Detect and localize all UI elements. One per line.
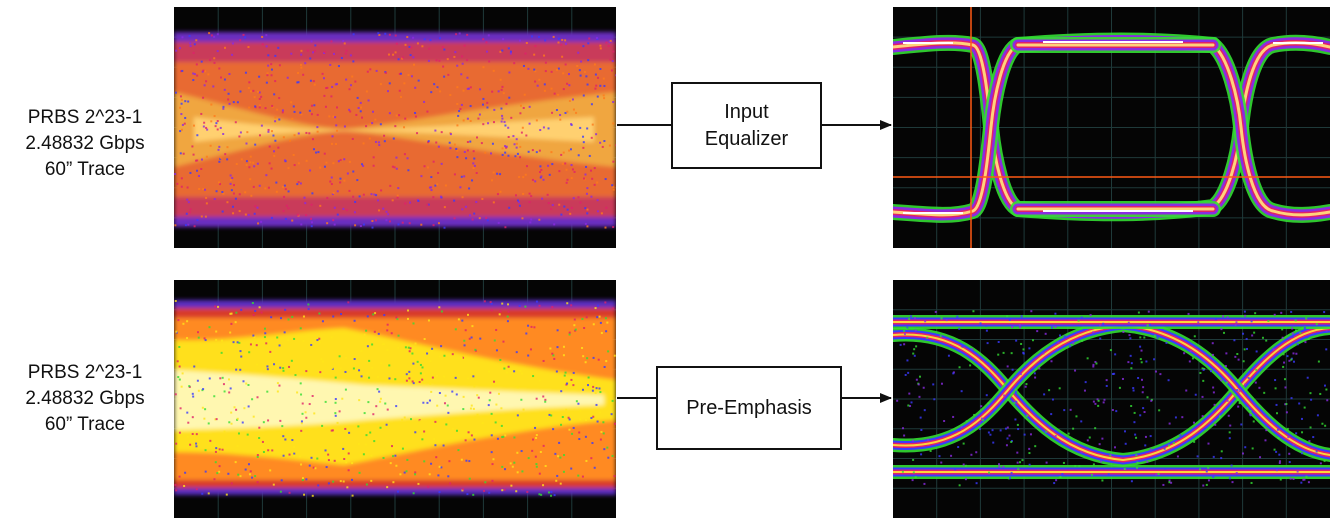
row1-block-line2: Equalizer [704, 127, 789, 150]
row1-input-equalizer-block: Input Equalizer [671, 82, 822, 169]
row1-input-eye-diagram [174, 7, 616, 248]
row2-input-eye-diagram [174, 280, 616, 518]
row2-block-line1: Pre-Emphasis [686, 396, 812, 419]
row1-rate-text: 2.48832 Gbps [25, 133, 145, 154]
row1-pattern-text: PRBS 2^23-1 [27, 107, 143, 128]
row2-rate-text: 2.48832 Gbps [25, 388, 145, 409]
row1-input-label: PRBS 2^23-1 2.48832 Gbps 60” Trace [0, 105, 170, 183]
noise-speckle [174, 300, 616, 497]
row2-pre-emphasis-block: Pre-Emphasis [656, 366, 842, 450]
noise-speckle [896, 310, 1329, 487]
row1-trace-text: 60” Trace [44, 159, 126, 180]
row2-trace-text: 60” Trace [44, 414, 126, 435]
row2-output-eye-diagram [893, 280, 1330, 518]
row2-input-label: PRBS 2^23-1 2.48832 Gbps 60” Trace [0, 360, 170, 438]
row1-block-line1: Input [724, 100, 769, 123]
noise-speckle [174, 32, 616, 229]
row1-output-eye-diagram [893, 7, 1330, 248]
row2-pattern-text: PRBS 2^23-1 [27, 362, 143, 383]
